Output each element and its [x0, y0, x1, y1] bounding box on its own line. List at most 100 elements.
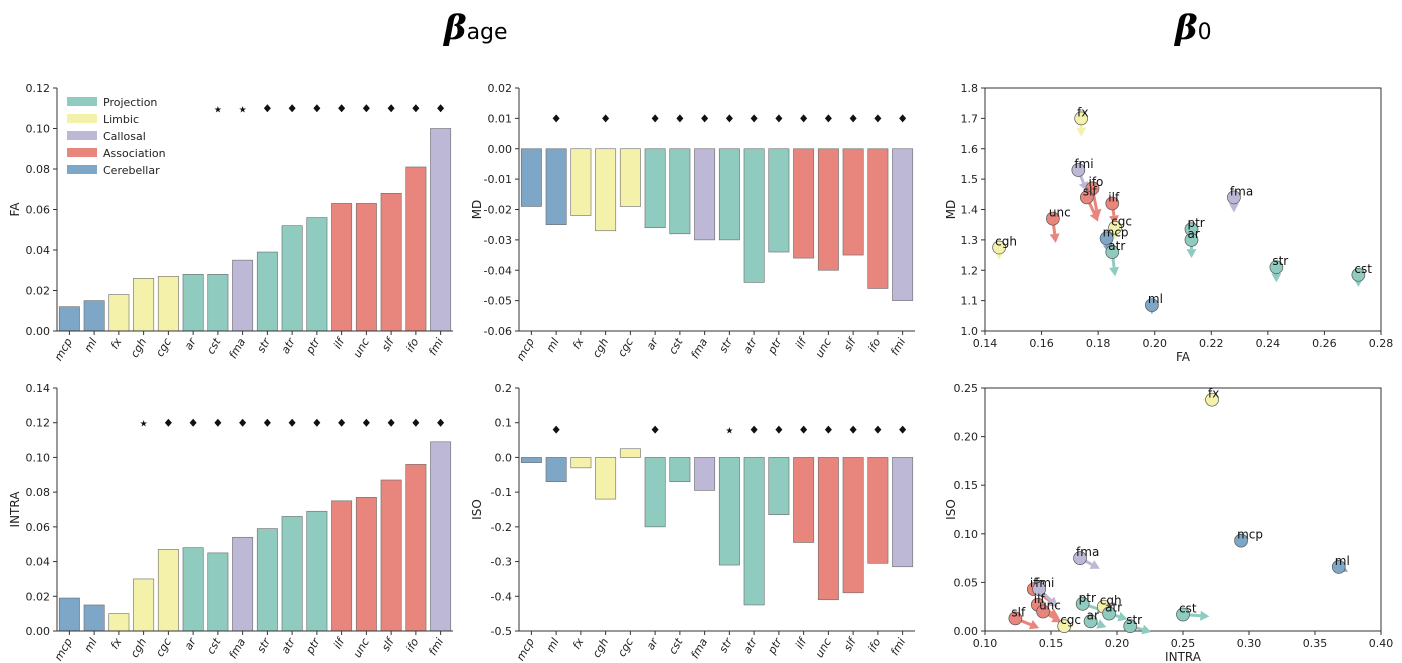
significance-diamond-marker	[412, 418, 420, 427]
bar-ptr	[306, 510, 328, 632]
y-tick-label: 1.6	[961, 143, 979, 156]
point-mcp	[1099, 231, 1114, 246]
x-tick-label: cgh	[128, 336, 149, 360]
beta-zero-subscript: 0	[1197, 20, 1212, 45]
bar-slf	[842, 148, 864, 256]
x-tick-label: ml	[82, 636, 100, 654]
significance-star-marker: ★	[725, 427, 733, 437]
bar-ifo	[405, 464, 427, 632]
fa_bar-chart: 0.00 0.02 0.04 0.06 0.08 0.10 0.12 mcp ml fx cgh cg…	[8, 82, 453, 363]
significance-diamond-marker	[800, 114, 808, 123]
bar-str	[718, 457, 740, 566]
bar-fx	[570, 457, 592, 469]
point-ilf	[1105, 196, 1120, 211]
y-tick-label: 0.05	[954, 576, 979, 589]
significance-diamond-marker	[437, 418, 445, 427]
point-label: cgc	[1111, 215, 1132, 229]
bar-unc	[355, 203, 377, 332]
y-tick-label: 0.10	[26, 123, 51, 136]
significance-diamond-marker	[775, 114, 783, 123]
significance-diamond-marker	[263, 418, 271, 427]
bar-cgc	[619, 448, 641, 458]
x-tick-label: 0.18	[1086, 337, 1111, 350]
x-tick-label: unc	[351, 336, 372, 360]
point-slf	[1008, 611, 1023, 626]
x-tick-label: ifo	[865, 336, 883, 355]
x-tick-label: mcp	[514, 336, 537, 363]
x-tick-label: fma	[226, 336, 248, 361]
significance-diamond-marker	[362, 418, 370, 427]
significance-diamond-marker	[437, 104, 445, 113]
y-tick-label: 0.1	[495, 417, 513, 430]
shift-arrowhead-unc	[1051, 613, 1062, 623]
significance-diamond-marker	[214, 418, 222, 427]
bar-ml	[83, 604, 105, 632]
point-fmi	[1032, 582, 1046, 597]
x-tick-label: ilf	[793, 334, 810, 351]
point-label: fx	[1077, 105, 1088, 119]
bar-atr	[743, 457, 765, 606]
bar-fx	[108, 294, 130, 332]
significance-diamond-marker	[899, 425, 907, 434]
point-label: str	[1126, 613, 1142, 627]
bar-fmi	[430, 441, 452, 632]
significance-diamond-marker	[676, 114, 684, 123]
legend: Projection Limbic Callosal Association Cereb…	[67, 96, 166, 177]
shift-arrowhead-str	[1141, 624, 1152, 635]
beta-age-title: βage	[444, 8, 508, 48]
significance-diamond-marker	[552, 114, 560, 123]
significance-diamond-marker	[164, 418, 172, 427]
point-label: ptr	[1079, 591, 1096, 605]
bar-cgh	[133, 578, 155, 632]
y-tick-label: 0.2	[495, 382, 513, 395]
x-tick-label: ar	[182, 635, 200, 653]
bar-ar	[182, 273, 204, 332]
y-tick-label: 1.3	[961, 234, 979, 247]
y-tick-label: 0.10	[954, 528, 979, 541]
significance-diamond-marker	[651, 114, 659, 123]
shift-arrowhead-slf	[1028, 620, 1040, 630]
y-tick-label: 1.8	[961, 82, 979, 95]
bar-cgc	[157, 276, 179, 332]
x-tick-label: 0.28	[1369, 337, 1394, 350]
x-tick-label: ml	[82, 336, 100, 354]
point-label: atr	[1108, 239, 1125, 253]
significance-diamond-marker	[338, 418, 346, 427]
x-tick-label: cgc	[153, 336, 174, 359]
point-label: fx	[1208, 387, 1219, 401]
y-tick-label: 1.2	[961, 264, 979, 277]
bar-atr	[281, 225, 303, 332]
y-tick-label: 0.12	[26, 417, 51, 430]
y-tick-label: -0.2	[491, 521, 512, 534]
bar-ml	[545, 457, 567, 483]
y-tick-label: -0.04	[484, 264, 512, 277]
x-tick-label: cst	[666, 635, 686, 656]
x-tick-label: cgc	[615, 336, 636, 359]
bar-slf	[842, 457, 864, 594]
x-tick-label: ptr	[303, 635, 323, 657]
shift-arrowhead-ar	[1186, 249, 1197, 259]
point-fma	[1227, 190, 1241, 205]
shift-arrowhead-str	[1271, 273, 1282, 283]
x-tick-label: mcp	[52, 336, 75, 363]
point-ar	[1184, 233, 1199, 247]
x-tick-label: unc	[351, 636, 372, 660]
y-tick-label: -0.06	[484, 325, 512, 338]
x-tick-label: fmi	[426, 636, 446, 658]
x-tick-label: mcp	[514, 636, 537, 663]
bar-cst	[207, 552, 229, 632]
significance-diamond-marker	[750, 114, 758, 123]
x-tick-label: 0.24	[1256, 337, 1281, 350]
point-ml	[1331, 559, 1346, 574]
x-tick-label: atr	[279, 335, 299, 356]
significance-diamond-marker	[313, 418, 321, 427]
y-tick-label: 1.0	[961, 325, 979, 338]
beta-zero-title: β0	[1175, 8, 1212, 48]
bar-ilf	[331, 500, 353, 632]
significance-diamond-marker	[239, 418, 247, 427]
x-tick-label: slf	[379, 334, 398, 353]
bar-ptr	[768, 148, 790, 253]
bar-fmi	[892, 148, 914, 301]
bar-mcp	[520, 457, 542, 463]
